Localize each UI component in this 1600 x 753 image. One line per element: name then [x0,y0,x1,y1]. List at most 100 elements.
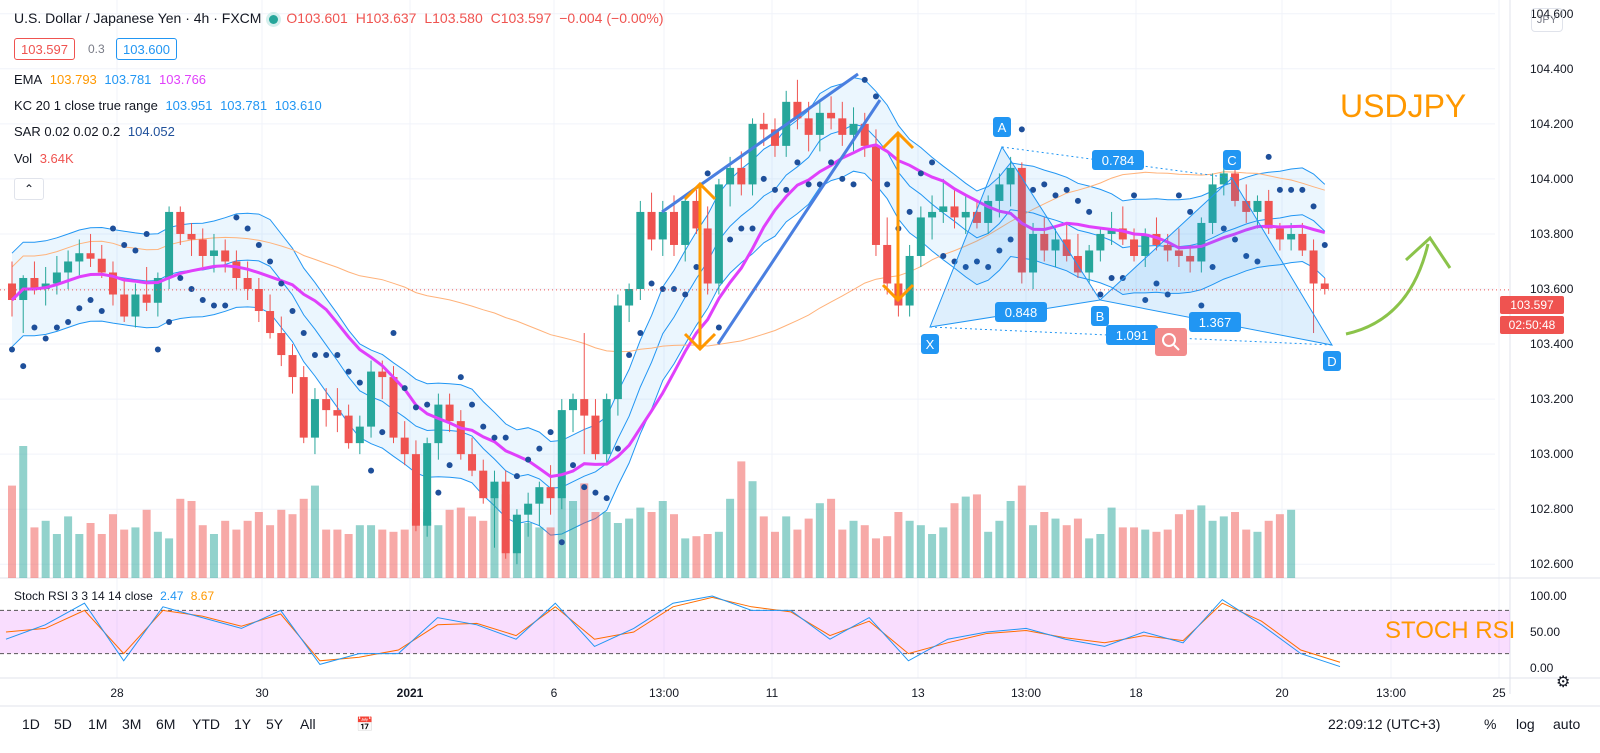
date-range-icon[interactable]: 📅 [356,716,374,732]
currency-label[interactable]: JPY [1531,8,1563,32]
volume-bar [759,516,768,578]
candle-body [389,377,398,438]
stoch-rsi-legend[interactable]: Stoch RSI 3 3 14 14 close 2.47 8.67 [14,588,218,604]
sell-price-button[interactable]: 103.597 [14,38,75,60]
symbol-header[interactable]: U.S. Dollar / Japanese Yen · 4h · FXCM O… [14,10,668,26]
candle-body [456,421,465,455]
candle-body [849,123,858,135]
volume-bar [277,509,286,578]
sar-dot [861,76,868,83]
timeframe-6m[interactable]: 6M [156,716,176,732]
candle-body [1174,250,1183,256]
sar-dot [1052,192,1059,199]
pattern-point-a-bg [993,117,1011,137]
volume-bar [916,525,925,578]
sar-dot [435,489,442,496]
candle-body [1107,228,1116,234]
candle-body [310,399,319,438]
volume-bar [1040,512,1049,578]
volume-bar [961,496,970,578]
timeframe-3m[interactable]: 3M [122,716,142,732]
volume-bar [198,525,207,578]
candle-body [827,112,836,119]
sar-dot [98,308,105,315]
sar-dot [502,434,509,441]
timeframe-1m[interactable]: 1M [88,716,108,732]
collapse-legend-button[interactable]: ⌃ [14,178,44,200]
sar-dot [973,258,980,265]
candle-body [647,211,656,240]
volume-bar [613,523,622,578]
volume-bar [1208,520,1217,578]
volume-bar [1029,525,1038,578]
candle-body [939,206,948,212]
sar-dot [401,385,408,392]
ema-value-2: 103.781 [104,72,152,87]
symbol-title[interactable]: U.S. Dollar / Japanese Yen · 4h · FXCM [14,10,262,26]
ema-legend[interactable]: EMA 103.793 103.781 103.766 [14,72,210,88]
keltner-upper-line [11,77,1326,443]
settings-gear-icon[interactable]: ⚙ [1556,674,1571,691]
sar-dot [311,352,318,359]
sar-dot [1041,181,1048,188]
candle-body [243,277,252,289]
percent-toggle[interactable]: % [1484,716,1497,732]
sar-legend[interactable]: SAR 0.02 0.02 0.2 104.052 [14,124,179,140]
volume-bar [860,525,869,578]
volume-bar [445,509,454,578]
volume-bar [569,501,578,578]
volume-bar [411,503,420,578]
volume-bar [1085,538,1094,578]
volume-bar [770,531,779,578]
sar-dot [525,456,532,463]
sar-dot [9,346,15,353]
bar-countdown: 02:50:48 [1500,316,1564,334]
sar-dot [1220,225,1227,232]
candle-body [187,233,196,240]
timeframe-all[interactable]: All [300,716,316,732]
buy-price-button[interactable]: 103.600 [116,38,177,60]
volume-bar [1062,525,1071,578]
candle-body [714,184,723,284]
sar-dot [570,462,577,469]
price-tick: 103.000 [1530,447,1574,461]
sar-dot [300,330,307,337]
candle-body [1186,255,1195,262]
kc-legend[interactable]: KC 20 1 close true range 103.951 103.781… [14,98,326,114]
timeframe-1d[interactable]: 1D [22,716,40,732]
timeframe-5y[interactable]: 5Y [266,716,284,732]
ratio-ac: 0.784 [1102,153,1135,168]
timeframe-1y[interactable]: 1Y [234,716,252,732]
candle-body [883,244,892,284]
candle-body [1006,167,1015,185]
sar-dot [592,489,599,496]
candle-body [580,399,589,416]
sar-dot [614,445,621,452]
candle-body [1152,233,1161,245]
trendline [716,99,882,345]
auto-toggle[interactable]: auto [1553,716,1581,732]
candle-body [165,211,174,278]
sar-dot [738,225,745,232]
pattern-point-d-bg [1323,351,1341,371]
volume-label: Vol [14,151,33,166]
keltner-basis-line [11,123,1326,489]
volume-legend[interactable]: Vol 3.64K [14,151,78,167]
candle-body [288,355,297,378]
timeframe-ytd[interactable]: YTD [192,716,220,732]
clock[interactable]: 22:09:12 (UTC+3) [1328,716,1441,732]
log-toggle[interactable]: log [1516,716,1535,732]
candle-body [52,272,61,284]
price-tick: 102.800 [1530,502,1574,516]
sar-dot [289,308,296,315]
volume-bar [1096,534,1105,578]
candle-body [546,487,555,499]
volume-bar [299,498,308,578]
volume-bar [827,498,836,578]
candle-body [726,167,735,185]
time-tick: 13:00 [1376,686,1406,700]
volume-bar [692,536,701,578]
candle-body [569,399,578,411]
timeframe-5d[interactable]: 5D [54,716,72,732]
